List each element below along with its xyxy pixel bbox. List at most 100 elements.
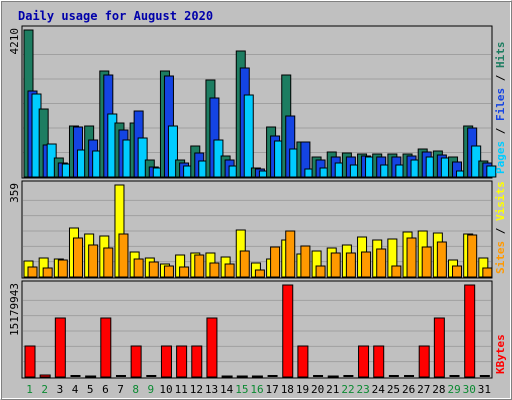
bar-pages-day-10 — [167, 125, 178, 178]
day-label-5: 5 — [87, 383, 94, 396]
bar-kbytes-day-11 — [176, 345, 188, 378]
bar-kbytes-day-29 — [449, 375, 460, 377]
day-label-9: 9 — [148, 383, 155, 396]
bar-sites-day-17 — [270, 246, 281, 278]
day-label-19: 19 — [296, 383, 309, 396]
bar-sites-day-23 — [361, 251, 372, 278]
legend-separator: / — [494, 68, 507, 88]
day-label-27: 27 — [417, 383, 430, 396]
bar-kbytes-day-21 — [327, 375, 339, 378]
day-label-1: 1 — [26, 383, 33, 396]
bar-kbytes-day-20 — [313, 375, 324, 377]
legend-sites: Sites — [494, 241, 507, 274]
bar-kbytes-day-17 — [267, 375, 278, 377]
bar-kbytes-day-7 — [115, 375, 126, 377]
bar-kbytes-day-24 — [373, 345, 385, 378]
panel-kbytes: 15179943 KBytes — [8, 280, 507, 379]
day-label-26: 26 — [402, 383, 415, 396]
bar-sites-day-7 — [118, 233, 129, 278]
bar-kbytes-day-8 — [130, 345, 142, 378]
bar-sites-day-15 — [239, 250, 250, 278]
bar-kbytes-day-19 — [297, 345, 309, 378]
day-label-20: 20 — [311, 383, 324, 396]
legend-separator: / — [494, 221, 507, 241]
day-label-4: 4 — [72, 383, 79, 396]
bar-sites-day-30 — [467, 234, 478, 278]
day-label-16: 16 — [250, 383, 263, 396]
day-label-30: 30 — [463, 383, 476, 396]
chart-title: Daily usage for August 2020 — [18, 9, 213, 23]
bar-kbytes-day-12 — [191, 345, 203, 378]
bar-sites-day-28 — [436, 241, 447, 278]
bar-sites-day-20 — [315, 265, 326, 278]
bar-kbytes-day-26 — [404, 375, 415, 377]
bar-sites-day-9 — [148, 261, 159, 278]
day-label-6: 6 — [102, 383, 109, 396]
panel-visits-sites: 359 Sites / Visits — [8, 180, 507, 279]
day-label-25: 25 — [387, 383, 400, 396]
bar-sites-day-3 — [57, 259, 68, 278]
bar-kbytes-day-18 — [282, 284, 294, 378]
bar-sites-day-11 — [179, 266, 190, 278]
bar-kbytes-day-13 — [206, 317, 218, 378]
bar-sites-day-8 — [133, 258, 144, 278]
bar-kbytes-day-23 — [358, 345, 370, 378]
day-label-11: 11 — [175, 383, 188, 396]
bar-kbytes-day-16 — [251, 375, 263, 378]
day-label-31: 31 — [478, 383, 491, 396]
y-axis-max-label: 15179943 — [8, 283, 21, 336]
bar-kbytes-day-5 — [85, 375, 97, 378]
bar-kbytes-day-10 — [160, 345, 172, 378]
bar-kbytes-day-30 — [464, 284, 476, 378]
bar-sites-day-21 — [330, 252, 341, 278]
bar-kbytes-day-3 — [54, 317, 66, 378]
bar-kbytes-day-2 — [39, 374, 51, 378]
bar-pages-day-8 — [137, 137, 148, 178]
bar-sites-day-14 — [224, 263, 235, 278]
legend-files: Files — [494, 88, 507, 121]
bar-sites-day-25 — [391, 265, 402, 278]
day-label-15: 15 — [235, 383, 248, 396]
bar-sites-day-2 — [42, 267, 53, 278]
bar-pages-day-31 — [486, 165, 497, 178]
legend-pages: Pages — [494, 141, 507, 174]
day-label-14: 14 — [220, 383, 234, 396]
day-label-29: 29 — [447, 383, 460, 396]
bar-kbytes-day-25 — [388, 375, 399, 377]
bar-kbytes-day-28 — [433, 317, 445, 378]
bar-sites-day-10 — [163, 265, 174, 278]
bar-kbytes-day-4 — [70, 375, 81, 377]
day-label-7: 7 — [117, 383, 124, 396]
day-label-13: 13 — [205, 383, 218, 396]
panel-legend: Sites / Visits — [494, 181, 507, 274]
legend-hits: Hits — [494, 42, 507, 69]
day-labels: 1 2 3 4 5 6 7 8 9 10 11 12 13 14 15 16 17 18 19 20 21 22 23 24 2… — [26, 383, 491, 396]
bar-kbytes-day-31 — [479, 375, 490, 377]
bar-sites-day-29 — [452, 265, 463, 278]
bar-sites-day-13 — [209, 262, 220, 278]
legend-kbytes: KBytes — [494, 334, 507, 374]
day-label-21: 21 — [326, 383, 339, 396]
day-label-28: 28 — [432, 383, 445, 396]
day-label-17: 17 — [266, 383, 279, 396]
bar-sites-day-31 — [482, 267, 493, 278]
panel-legend: Pages / Files / Hits — [494, 42, 507, 175]
panel-hits-files-pages: 4210 Pages / Files / Hits — [8, 25, 507, 179]
day-label-3: 3 — [57, 383, 64, 396]
bar-sites-day-5 — [88, 244, 99, 278]
bar-sites-day-4 — [72, 237, 83, 278]
bar-kbytes-day-1 — [24, 345, 36, 378]
bar-sites-day-22 — [345, 252, 356, 278]
day-label-10: 10 — [159, 383, 172, 396]
bar-sites-day-16 — [254, 269, 265, 278]
bar-sites-day-26 — [406, 237, 417, 278]
day-label-24: 24 — [372, 383, 386, 396]
bar-kbytes-day-14 — [221, 375, 233, 378]
day-label-22: 22 — [341, 383, 354, 396]
day-label-18: 18 — [281, 383, 294, 396]
bar-kbytes-day-27 — [418, 345, 430, 378]
legend-separator: / — [494, 121, 507, 141]
panel-legend: KBytes — [494, 334, 507, 374]
